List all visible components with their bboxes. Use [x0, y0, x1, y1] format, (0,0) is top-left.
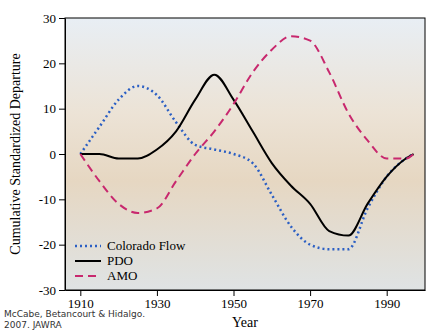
- y-tick-mark: [59, 154, 65, 155]
- y-tick: 0: [50, 147, 66, 162]
- y-tick-mark: [59, 245, 65, 246]
- legend-label: AMO: [107, 268, 137, 283]
- x-tick: 1990: [374, 290, 400, 311]
- x-tick: 1970: [298, 290, 324, 311]
- legend-item: AMO: [75, 268, 137, 283]
- y-tick-mark: [59, 109, 65, 110]
- legend-label: PDO: [107, 253, 133, 268]
- x-axis-line: [66, 290, 426, 291]
- credit: McCabe, Betancourt & Hidalgo.: [4, 309, 145, 319]
- y-tick: 10: [43, 101, 65, 116]
- x-tick-mark: [310, 290, 311, 296]
- y-tick-label: 20: [43, 56, 56, 71]
- x-axis-title: Year: [232, 315, 258, 330]
- legend-swatch: [75, 260, 101, 262]
- legend-item: Colorado Flow: [75, 238, 186, 253]
- y-tick: -10: [39, 192, 65, 207]
- y-tick-label: -30: [39, 283, 56, 298]
- y-tick-mark: [59, 290, 65, 291]
- y-tick: -20: [39, 237, 65, 252]
- legend-swatch: [75, 275, 101, 277]
- y-tick-mark: [59, 63, 65, 64]
- y-tick-label: 10: [43, 101, 56, 116]
- y-tick-label: 30: [43, 11, 56, 26]
- series-line: [80, 36, 413, 213]
- x-tick-label: 1970: [298, 296, 324, 311]
- legend-swatch: [75, 245, 101, 248]
- x-tick-label: 1990: [374, 296, 400, 311]
- x-tick-mark: [157, 290, 158, 296]
- series-line: [80, 86, 413, 249]
- y-tick-label: -20: [39, 237, 56, 252]
- legend-label: Colorado Flow: [107, 238, 186, 253]
- chart: 19101930195019701990-30-20-100102030Colo…: [0, 0, 443, 333]
- y-axis-line: [65, 19, 66, 291]
- y-tick-mark: [59, 199, 65, 200]
- plot-frame: [65, 18, 425, 290]
- legend-item: PDO: [75, 253, 133, 268]
- x-tick-mark: [387, 290, 388, 296]
- x-tick: 1950: [221, 290, 247, 311]
- plot-background: [65, 18, 425, 290]
- series-line: [80, 75, 413, 236]
- credit: 2007. JAWRA: [4, 320, 63, 330]
- lines: [80, 36, 413, 249]
- x-tick-label: 1950: [221, 296, 247, 311]
- x-tick-label: 1930: [144, 296, 170, 311]
- y-tick: -30: [39, 283, 65, 298]
- x-tick: 1930: [144, 290, 170, 311]
- y-tick: 30: [43, 11, 65, 26]
- y-tick-label: -10: [39, 192, 56, 207]
- y-tick: 20: [43, 56, 65, 71]
- plot: 19101930195019701990-30-20-100102030Colo…: [39, 11, 426, 312]
- x-tick-mark: [80, 290, 81, 296]
- y-tick-label: 0: [50, 147, 57, 162]
- x-tick-mark: [234, 290, 235, 296]
- y-axis: -30 -20 -10 0 10 20 30: [39, 11, 66, 298]
- y-axis-title: Cumulative Standardized Departure: [8, 53, 23, 254]
- y-tick-mark: [59, 18, 65, 19]
- legend: Colorado FlowPDOAMO: [75, 238, 186, 283]
